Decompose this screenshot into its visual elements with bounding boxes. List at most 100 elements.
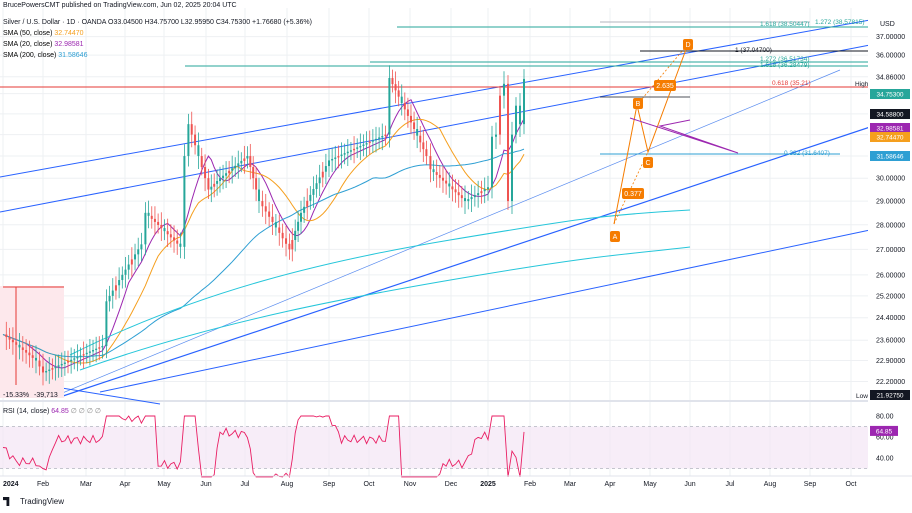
candle-body <box>334 157 337 159</box>
candle-body <box>306 200 309 207</box>
candle-body <box>291 240 294 250</box>
time-tick: Mar <box>564 481 577 488</box>
drawdown-bars: -39,713 <box>34 392 58 399</box>
candle-body <box>105 301 108 346</box>
time-tick: Sep <box>804 481 817 488</box>
candle-body <box>127 264 130 270</box>
time-tick: Apr <box>605 481 617 488</box>
legend-value: 32.98581 <box>54 41 84 48</box>
candle-body <box>222 175 225 179</box>
fib-label: 1.272 (36.51734) <box>760 56 810 63</box>
time-tick: Aug <box>281 481 294 488</box>
candle-body <box>353 148 356 151</box>
candle-body <box>394 84 397 91</box>
triangle <box>629 117 739 154</box>
candle-body <box>48 369 51 372</box>
candle-body <box>312 189 315 195</box>
candle-body <box>268 211 271 217</box>
candle-body <box>359 145 362 148</box>
candle-body <box>200 156 203 168</box>
candle-body <box>375 138 377 141</box>
price-tick: 29.00000 <box>876 199 905 206</box>
time-tick: Dec <box>445 481 458 488</box>
sma50-line <box>2 118 525 364</box>
candle-body <box>321 171 324 178</box>
fib-label: 0.618 (35.21) <box>772 80 811 87</box>
rsi-pane: 80.00 60.00 40.00 64.85 <box>0 414 898 478</box>
candle-body <box>108 295 111 302</box>
symbol-title[interactable]: Silver / U.S. Dollar · 1D · OANDA <box>3 19 107 26</box>
candle-body <box>183 156 186 247</box>
legend-sma200[interactable]: SMA (200, close) 31.58646 <box>3 52 87 59</box>
rsi-tick: 40.00 <box>876 456 894 463</box>
rsi-line <box>2 415 525 478</box>
candle-body <box>225 173 228 176</box>
channel-upper-b <box>0 44 871 213</box>
candle-body <box>303 206 306 213</box>
abcd-bd <box>636 43 689 106</box>
candle-body <box>124 269 127 275</box>
symbol-ohlc-line: Silver / U.S. Dollar · 1D · OANDA O33.04… <box>3 19 312 26</box>
abcd-ac <box>613 151 649 225</box>
candle-body <box>264 206 267 212</box>
candle-body <box>391 77 394 85</box>
candle-body <box>397 90 400 97</box>
candle-body <box>381 136 384 138</box>
price-tag-text: 21.92750 <box>876 393 903 400</box>
time-tick: Jul <box>241 481 250 488</box>
candle-body <box>114 285 117 291</box>
candle-body <box>144 212 147 245</box>
candle-body <box>63 362 66 364</box>
price-tick: 37.00000 <box>876 34 905 41</box>
candle-body <box>207 178 210 190</box>
legend-label: SMA (20, close) <box>3 41 53 48</box>
candle-body <box>274 222 277 228</box>
candle-body <box>429 156 432 170</box>
candle-body <box>157 221 160 225</box>
price-tag-text: 32.98581 <box>876 126 903 133</box>
candle-body <box>448 183 451 187</box>
candle-body <box>438 174 441 178</box>
candle-body <box>79 355 82 357</box>
fib-label: 0.382 (31.6407) <box>784 150 830 157</box>
candle-body <box>169 234 172 238</box>
price-tag-text: 34.75300 <box>876 92 903 99</box>
candle-body <box>346 151 349 154</box>
candle-body <box>243 158 246 161</box>
candle-body <box>343 153 346 155</box>
legend-sma20[interactable]: SMA (20, close) 32.98581 <box>3 41 84 48</box>
time-tick: Sep <box>323 481 336 488</box>
high-label: High <box>855 81 869 88</box>
candle-body <box>480 191 483 194</box>
ratio-box <box>654 80 676 91</box>
candle-body <box>425 149 428 157</box>
candle-body <box>118 280 121 286</box>
channel-upper-a <box>0 19 871 178</box>
channel-mid <box>59 69 841 395</box>
candle-body <box>406 109 409 116</box>
rsi-legend[interactable]: RSI (14, close) 64.85 ∅ ∅ ∅ ∅ <box>3 407 101 415</box>
candle-body <box>278 227 281 233</box>
candle-body <box>477 193 480 196</box>
price-tag-text: 34.58800 <box>876 112 903 119</box>
legend-sma50[interactable]: SMA (50, close) 32.74470 <box>3 30 84 37</box>
price-tick: 26.00000 <box>876 272 905 279</box>
pattern-box <box>643 157 653 168</box>
candle-body <box>179 243 182 247</box>
pattern-label: D <box>685 42 690 49</box>
price-tag <box>870 132 910 142</box>
candle-body <box>309 194 312 201</box>
channel-lower-a <box>59 126 871 398</box>
tradingview-footer[interactable]: TradingView <box>3 497 64 506</box>
rsi-value: 64.85 <box>51 408 69 415</box>
fib-label: 1 (37.04700) <box>735 47 772 54</box>
candle-body <box>467 199 470 202</box>
candle-body <box>519 105 521 125</box>
candle-body <box>187 124 190 157</box>
candle-body <box>331 158 334 161</box>
rsi-band <box>0 426 868 469</box>
price-tick: 34.86000 <box>876 74 905 81</box>
candle-body <box>523 78 525 125</box>
candle-body <box>419 135 422 143</box>
